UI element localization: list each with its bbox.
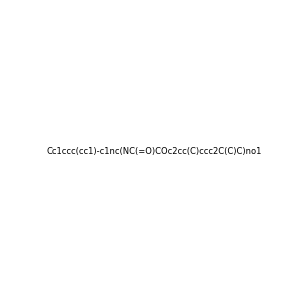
Text: Cc1ccc(cc1)-c1nc(NC(=O)COc2cc(C)ccc2C(C)C)no1: Cc1ccc(cc1)-c1nc(NC(=O)COc2cc(C)ccc2C(C)… bbox=[46, 147, 261, 156]
